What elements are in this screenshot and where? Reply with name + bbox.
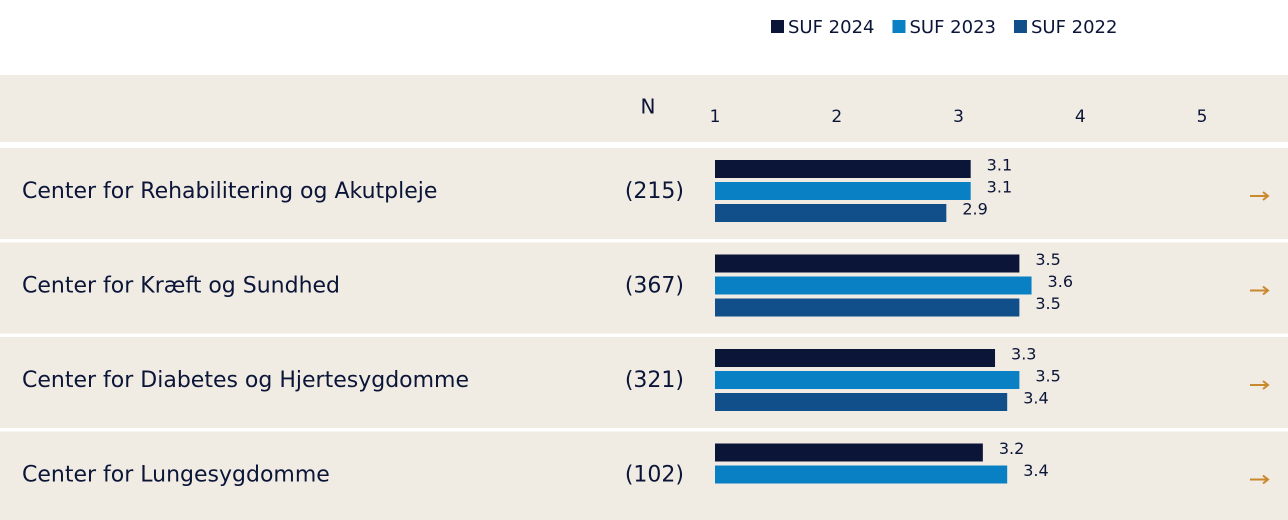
n-label: (102) bbox=[625, 463, 684, 488]
n-label: (215) bbox=[625, 179, 684, 204]
legend-swatch bbox=[1013, 20, 1027, 33]
row-band bbox=[0, 337, 1288, 428]
value-label: 3.5 bbox=[1035, 367, 1060, 386]
x-tick-label: 1 bbox=[710, 107, 721, 127]
row-label: Center for Rehabilitering og Akutpleje bbox=[22, 179, 437, 204]
legend-swatch bbox=[892, 20, 906, 33]
header-band bbox=[0, 75, 1288, 142]
bar bbox=[715, 254, 1020, 273]
value-label: 2.9 bbox=[962, 200, 987, 219]
value-label: 3.4 bbox=[1023, 461, 1048, 480]
row-arrow bbox=[1250, 380, 1270, 390]
bar bbox=[715, 276, 1032, 295]
row-label: Center for Lungesygdomme bbox=[22, 463, 330, 488]
x-tick-label: 5 bbox=[1197, 107, 1208, 127]
bar bbox=[715, 465, 1008, 484]
legend-swatch bbox=[771, 20, 784, 33]
value-label: 3.6 bbox=[1048, 272, 1073, 291]
row-band bbox=[0, 242, 1288, 334]
bar bbox=[715, 393, 1008, 411]
row-arrow bbox=[1250, 191, 1270, 201]
n-header: N bbox=[641, 95, 656, 119]
value-label: 3.4 bbox=[1023, 389, 1048, 408]
value-label: 3.2 bbox=[999, 439, 1024, 458]
row-band bbox=[0, 148, 1288, 239]
bar bbox=[715, 371, 1020, 389]
value-label: 3.5 bbox=[1035, 294, 1060, 313]
value-label: 3.5 bbox=[1035, 250, 1060, 269]
row-label: Center for Kræft og Sundhed bbox=[22, 274, 340, 299]
value-label: 3.1 bbox=[987, 156, 1012, 175]
x-tick-label: 3 bbox=[953, 107, 964, 127]
row-arrow bbox=[1250, 474, 1270, 485]
row-band bbox=[0, 431, 1288, 520]
legend-label: SUF 2022 bbox=[1031, 17, 1117, 38]
bar bbox=[715, 349, 996, 367]
legend-label: SUF 2023 bbox=[909, 17, 995, 38]
bar bbox=[715, 443, 983, 462]
bar bbox=[715, 204, 947, 222]
bar bbox=[715, 298, 1020, 317]
row-label: Center for Diabetes og Hjertesygdomme bbox=[22, 368, 469, 393]
x-tick-label: 4 bbox=[1075, 107, 1086, 127]
bar bbox=[715, 182, 971, 200]
bar bbox=[715, 160, 971, 178]
x-tick-label: 2 bbox=[831, 107, 842, 127]
legend-label: SUF 2024 bbox=[788, 17, 874, 38]
row-arrow bbox=[1250, 285, 1270, 296]
value-label: 3.3 bbox=[1011, 345, 1036, 364]
n-label: (321) bbox=[625, 368, 684, 393]
n-label: (367) bbox=[625, 274, 684, 299]
value-label: 3.1 bbox=[987, 178, 1012, 197]
